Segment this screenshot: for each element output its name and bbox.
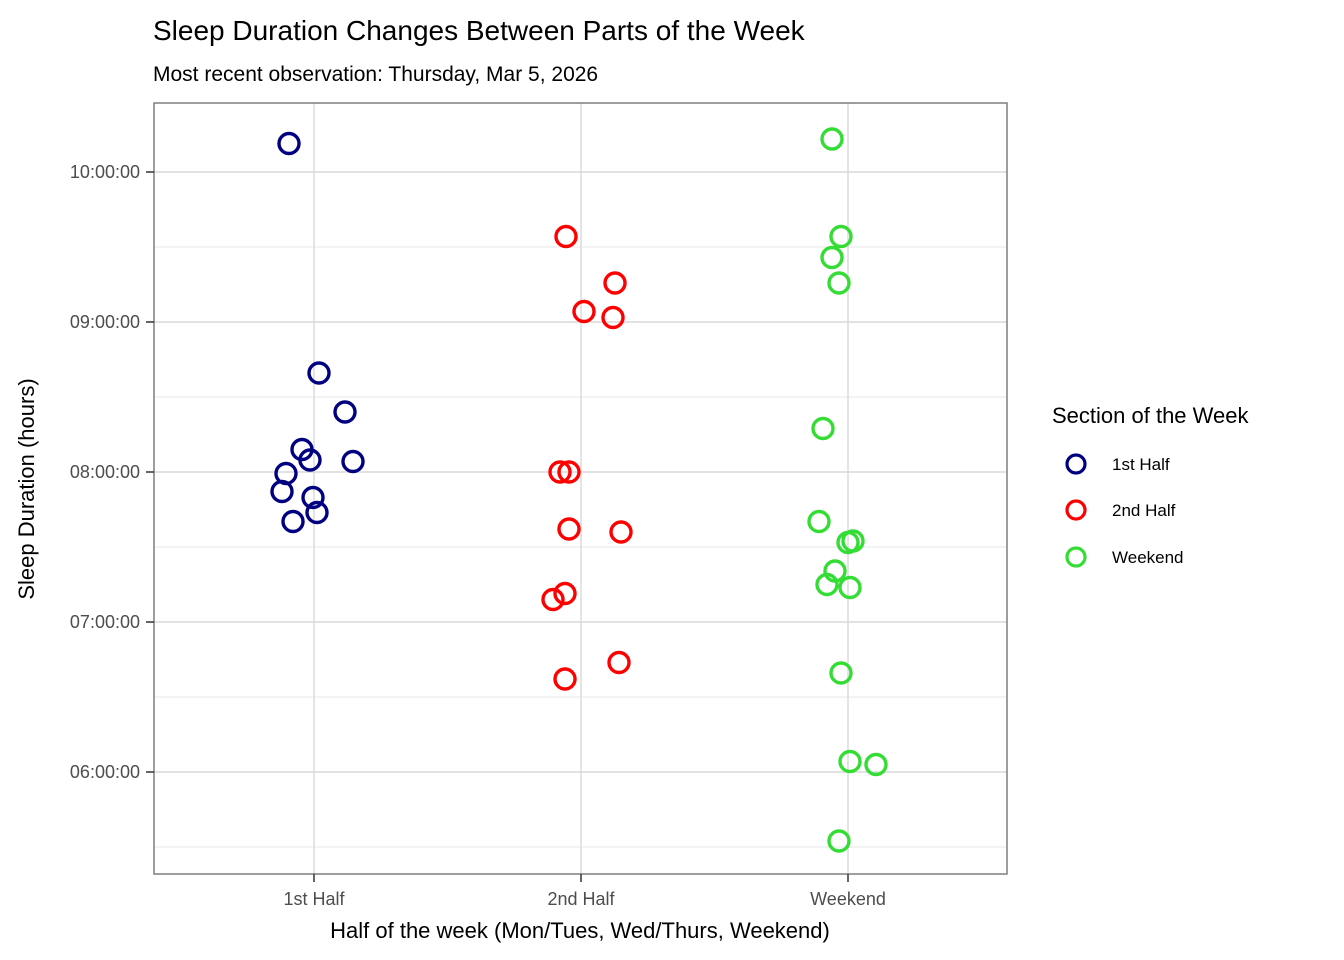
- data-point: [270, 479, 294, 504]
- legend-key-icon: [1065, 453, 1087, 475]
- data-point: [829, 661, 853, 685]
- data-point: [827, 271, 851, 295]
- data-point: [557, 460, 581, 484]
- chart-subtitle: Most recent observation: Thursday, Mar 5…: [153, 63, 598, 86]
- y-axis: 10:00:00 09:00:00 08:00:00 07:00:00 06:00:00: [70, 162, 154, 782]
- data-point: [864, 752, 888, 777]
- legend-item-label: Weekend: [1112, 548, 1184, 567]
- data-point: [829, 224, 853, 249]
- data-point: [553, 667, 577, 691]
- legend-key-icon: [1065, 499, 1087, 521]
- x-tick-label: 2nd Half: [547, 889, 615, 909]
- data-point: [811, 416, 835, 441]
- x-tick-label: Weekend: [810, 889, 886, 909]
- chart-title: Sleep Duration Changes Between Parts of …: [153, 15, 806, 46]
- data-point: [301, 485, 325, 510]
- x-axis: 1st Half 2nd Half Weekend: [283, 874, 886, 909]
- data-point: [548, 460, 572, 484]
- y-axis-title: Sleep Duration (hours): [14, 378, 39, 599]
- legend-key-icon: [1065, 546, 1087, 568]
- data-point: [557, 517, 581, 541]
- data-point: [807, 509, 831, 534]
- data-point: [838, 575, 862, 600]
- data-point: [541, 587, 565, 612]
- data-point: [553, 581, 577, 606]
- y-tick-label: 06:00:00: [70, 762, 140, 782]
- legend-item-label: 2nd Half: [1112, 501, 1176, 520]
- data-point: [820, 127, 844, 151]
- y-tick-label: 10:00:00: [70, 162, 140, 182]
- data-point: [603, 271, 627, 295]
- data-point: [307, 361, 331, 385]
- data-point: [838, 749, 862, 774]
- x-tick-label: 1st Half: [283, 889, 345, 909]
- x-axis-title: Half of the week (Mon/Tues, Wed/Thurs, W…: [330, 918, 830, 943]
- data-point: [277, 131, 301, 156]
- legend-title: Section of the Week: [1052, 403, 1249, 428]
- data-point: [609, 520, 633, 544]
- y-tick-label: 08:00:00: [70, 462, 140, 482]
- data-point: [572, 299, 596, 324]
- data-point: [341, 449, 365, 474]
- legend: Section of the Week 1st Half 2nd Half Week…: [1052, 403, 1249, 568]
- data-points: [270, 127, 888, 853]
- data-point: [298, 448, 322, 472]
- y-tick-label: 07:00:00: [70, 612, 140, 632]
- data-point: [820, 245, 844, 270]
- data-point: [333, 400, 357, 424]
- y-tick-label: 09:00:00: [70, 312, 140, 332]
- data-point: [281, 509, 305, 534]
- legend-items: 1st Half 2nd Half Weekend: [1065, 453, 1184, 568]
- data-point: [827, 829, 851, 853]
- data-point: [554, 224, 578, 249]
- legend-item-label: 1st Half: [1112, 455, 1170, 474]
- data-point: [836, 530, 860, 555]
- data-point: [305, 500, 329, 525]
- data-point: [607, 650, 631, 675]
- data-point: [815, 572, 839, 597]
- data-point: [601, 305, 625, 330]
